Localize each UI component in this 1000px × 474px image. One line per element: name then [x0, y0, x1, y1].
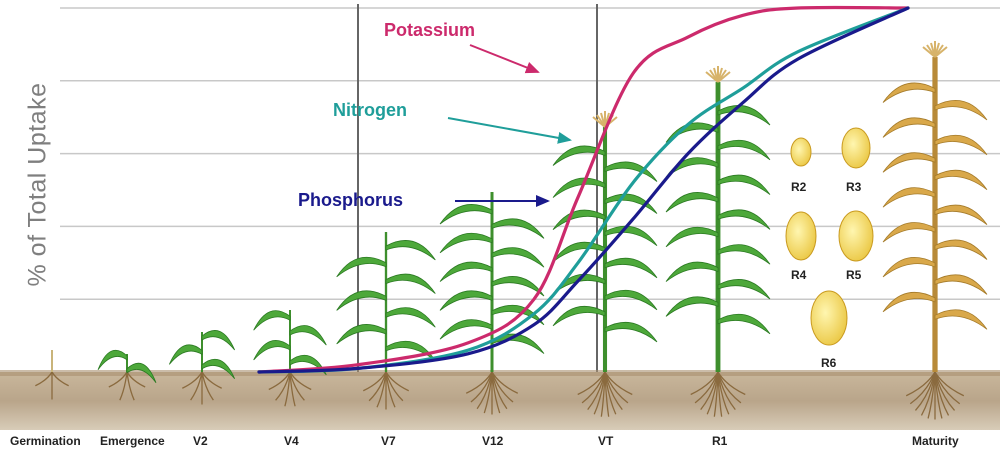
nitrogen-arrow	[447, 117, 572, 144]
plant-v2	[168, 330, 236, 405]
stage-label-v4: V4	[284, 434, 299, 448]
kernel-label-r6: R6	[821, 356, 837, 370]
stage-label-germination: Germination	[10, 434, 81, 448]
kernel-label-r5: R5	[846, 268, 862, 282]
plant-v4	[253, 310, 327, 407]
soil-band	[0, 372, 1000, 430]
plant-germination	[35, 350, 69, 400]
kernel-label-r4: R4	[791, 268, 807, 282]
stage-label-maturity: Maturity	[912, 434, 959, 448]
stage-label-emergence: Emergence	[100, 434, 165, 448]
potassium-arrow	[469, 44, 540, 74]
kernel-illustrations	[785, 127, 874, 346]
series-label-phosphorus: Phosphorus	[298, 190, 404, 210]
plant-v7	[336, 232, 436, 410]
series-line-phosphorus	[257, 6, 910, 374]
label-arrows	[447, 44, 572, 207]
stage-label-v7: V7	[381, 434, 396, 448]
plant-emergence	[97, 349, 157, 401]
stage-label-vt: VT	[598, 434, 614, 448]
kernel-label-r2: R2	[791, 180, 807, 194]
stage-label-v2: V2	[193, 434, 208, 448]
kernel-r6	[810, 290, 848, 346]
kernel-r4	[785, 211, 817, 261]
plant-v12	[439, 192, 545, 415]
series-label-potassium: Potassium	[384, 20, 476, 40]
plant-illustrations	[35, 41, 988, 420]
series-label-nitrogen: Nitrogen	[333, 100, 407, 120]
series-line-potassium	[257, 5, 910, 374]
plant-maturity	[882, 41, 988, 420]
soil-top-edge	[0, 370, 1000, 376]
kernel-r5	[838, 210, 874, 262]
plant-r1	[665, 66, 771, 417]
stage-label-r1: R1	[712, 434, 728, 448]
series-layer	[257, 5, 910, 374]
kernel-r2	[790, 137, 812, 167]
kernel-label-r3: R3	[846, 180, 862, 194]
plant-vt	[552, 111, 658, 417]
stage-label-v12: V12	[482, 434, 504, 448]
kernel-r3	[841, 127, 871, 169]
y-axis-label: % of Total Uptake	[23, 82, 52, 287]
